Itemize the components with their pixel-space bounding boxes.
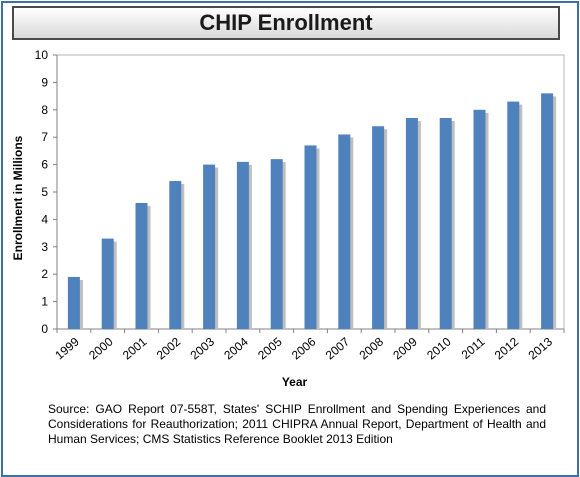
x-tick-label: 2006 bbox=[289, 334, 319, 362]
bar bbox=[135, 202, 148, 329]
x-axis-title: Year bbox=[282, 375, 308, 389]
x-tick-label: 2003 bbox=[188, 334, 218, 362]
bar bbox=[67, 276, 80, 329]
bar bbox=[236, 161, 249, 329]
bar bbox=[101, 238, 114, 329]
x-tick-label: 2012 bbox=[492, 334, 522, 362]
x-tick-label: 2013 bbox=[526, 334, 556, 362]
bar bbox=[507, 101, 520, 329]
chart-title: CHIP Enrollment bbox=[12, 6, 560, 40]
x-tick-label: 2001 bbox=[120, 334, 150, 362]
bar bbox=[304, 145, 317, 329]
y-axis-title: Enrollment in Millions bbox=[11, 135, 25, 260]
x-tick-label: 2004 bbox=[221, 334, 251, 362]
x-tick-label: 2007 bbox=[323, 334, 353, 362]
y-tick-label: 8 bbox=[41, 103, 48, 117]
x-tick-label: 2002 bbox=[154, 334, 184, 362]
x-tick-label: 1999 bbox=[52, 334, 82, 362]
y-tick-label: 9 bbox=[41, 75, 48, 89]
x-tick-label: 2005 bbox=[255, 334, 285, 362]
y-tick-label: 6 bbox=[41, 158, 48, 172]
x-tick-label: 2008 bbox=[357, 334, 387, 362]
bar bbox=[405, 118, 418, 330]
y-tick-label: 4 bbox=[41, 212, 48, 226]
y-tick-label: 0 bbox=[41, 322, 48, 336]
y-tick-label: 7 bbox=[41, 130, 48, 144]
bar bbox=[439, 118, 452, 330]
x-tick-label: 2011 bbox=[459, 334, 488, 362]
bar bbox=[541, 93, 554, 329]
bar bbox=[203, 164, 216, 329]
source-note: Source: GAO Report 07-558T, States' SCHI… bbox=[48, 402, 546, 446]
y-tick-label: 5 bbox=[41, 185, 48, 199]
y-tick-label: 2 bbox=[41, 267, 48, 281]
x-tick-label: 2010 bbox=[424, 334, 454, 362]
y-tick-label: 1 bbox=[41, 295, 48, 309]
x-tick-label: 2009 bbox=[390, 334, 420, 362]
bar bbox=[270, 159, 283, 329]
y-tick-label: 3 bbox=[41, 240, 48, 254]
bar bbox=[169, 181, 182, 329]
bar bbox=[372, 126, 385, 330]
bar bbox=[338, 134, 351, 329]
bar bbox=[473, 109, 486, 329]
y-tick-label: 10 bbox=[35, 48, 49, 62]
x-tick-label: 2000 bbox=[86, 334, 116, 362]
